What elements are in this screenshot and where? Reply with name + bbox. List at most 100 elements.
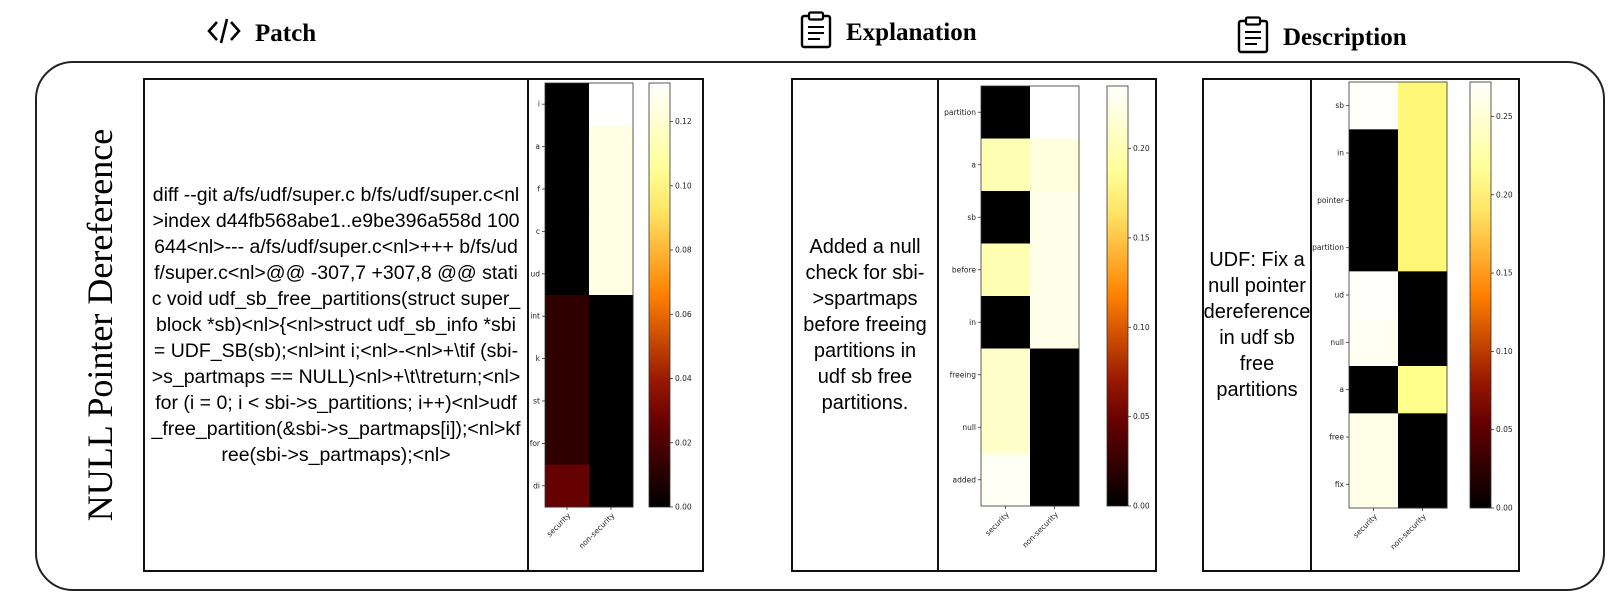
y-tick-label: added [953, 475, 977, 484]
heatmap-cell [1030, 348, 1080, 402]
y-tick-label: pointer [1317, 196, 1345, 205]
y-tick-label: sb [1335, 101, 1344, 110]
heatmap-cell [545, 252, 590, 296]
heatmap-cell [545, 83, 590, 126]
y-tick-label: di [533, 481, 540, 490]
colorbar-tick-label: 0.05 [1133, 412, 1150, 421]
heatmap-frame [980, 85, 1080, 507]
colorbar-tick-label: 0.08 [675, 246, 692, 255]
y-tick-label: ud [530, 269, 540, 278]
heatmap-cell [981, 348, 1031, 402]
heatmap-cell [545, 422, 590, 466]
heatmap-cell [981, 138, 1031, 192]
patch-heatmap-box: i a f c ud int k st for di security non-security 0.0… [527, 78, 704, 572]
row-label-container: NULL Pointer Dereference [55, 95, 145, 555]
heatmap-cell [1030, 296, 1080, 349]
colorbar-tick-label: 0.06 [675, 310, 692, 319]
description-text: UDF: Fix a null pointer dereference in u… [1203, 249, 1311, 401]
explanation-text-box: Added a null check for sbi->spartmaps be… [791, 78, 939, 572]
heatmap-cell [1349, 224, 1399, 272]
y-tick-label: fix [1335, 480, 1345, 489]
heatmap-cell [1398, 82, 1448, 130]
y-tick-label: free [1329, 433, 1344, 442]
y-tick-label: null [1330, 338, 1344, 347]
explanation-heatmap-box: partition a sb before in freeing null added secu… [937, 78, 1157, 572]
heatmap-cell [1030, 453, 1080, 507]
y-tick-label: int [530, 312, 540, 321]
heatmap-cell [589, 125, 634, 169]
colorbar [648, 82, 671, 508]
colorbar-tick-label: 0.05 [1496, 425, 1513, 434]
heatmap-cell [1349, 129, 1399, 178]
heatmap-cell [981, 191, 1031, 244]
y-tick-label: st [533, 397, 540, 406]
colorbar-tick-label: 0.20 [1496, 190, 1513, 199]
heatmap-cell [589, 83, 634, 126]
clipboard-icon [800, 11, 832, 54]
heatmap-cell [589, 167, 634, 211]
heatmap-cell [545, 295, 590, 338]
description-heatmap: sb in pointer partition ud null a free fix securi… [1312, 81, 1513, 551]
heatmap-frame [544, 82, 634, 508]
heatmap-cell [1349, 271, 1399, 320]
example-frame [35, 61, 1605, 591]
y-tick-label: a [971, 160, 976, 169]
colorbar-tick-label: 0.10 [675, 181, 692, 190]
heatmap-cell [1349, 460, 1399, 509]
colorbar-tick-label: 0.00 [675, 503, 692, 512]
heatmap-cell [981, 296, 1031, 349]
y-tick-label: freeing [950, 370, 977, 379]
colorbar [1469, 81, 1492, 509]
heatmap-cell [1398, 460, 1448, 509]
heatmap-cell [545, 125, 590, 169]
row-label: NULL Pointer Dereference [80, 128, 120, 522]
heatmap-cell [1398, 366, 1448, 414]
heatmap-cell [545, 167, 590, 211]
heatmap-cell [1349, 82, 1399, 130]
colorbar-tick-label: 0.25 [1496, 112, 1513, 121]
heatmap-cell [1349, 318, 1399, 367]
y-tick-label: sb [967, 213, 976, 222]
y-tick-label: c [536, 227, 540, 236]
y-tick-label: partition [944, 108, 976, 117]
description-title: Description [1283, 23, 1407, 51]
patch-text: diff --git a/fs/udf/super.c b/fs/udf/sup… [151, 184, 521, 466]
heatmap-cell [1030, 401, 1080, 454]
colorbar-tick-label: 0.15 [1133, 233, 1150, 242]
heatmap-cell [545, 464, 590, 508]
x-tick-label: security [983, 510, 1011, 538]
heatmap-cell [981, 453, 1031, 507]
x-tick-label: security [1351, 512, 1379, 540]
patch-header: Patch [207, 16, 316, 51]
x-tick-label: security [545, 511, 573, 539]
heatmap-cell [589, 337, 634, 381]
y-tick-label: a [1339, 385, 1344, 394]
colorbar-tick-label: 0.04 [675, 374, 692, 383]
heatmap-cell [981, 86, 1031, 139]
y-tick-label: null [962, 423, 976, 432]
colorbar-tick-label: 0.00 [1496, 504, 1513, 513]
heatmap-cell [1349, 176, 1399, 225]
heatmap-cell [1030, 191, 1080, 244]
x-tick-label: non-security [577, 511, 617, 551]
heatmap-cell [1398, 129, 1448, 178]
description-heatmap-box: sb in pointer partition ud null a free fix securi… [1310, 78, 1520, 572]
explanation-text: Added a null check for sbi->spartmaps be… [803, 236, 927, 414]
heatmap-cell [1398, 271, 1448, 320]
heatmap-cell [589, 422, 634, 466]
heatmap-cell [589, 252, 634, 296]
colorbar [1106, 85, 1129, 507]
heatmap-cell [1398, 176, 1448, 225]
heatmap-cell [981, 243, 1031, 297]
heatmap-cell [1030, 86, 1080, 139]
colorbar-tick-label: 0.10 [1496, 347, 1513, 356]
explanation-heatmap: partition a sb before in freeing null added secu… [944, 85, 1150, 549]
heatmap-cell [589, 210, 634, 254]
heatmap-cell [1349, 366, 1399, 414]
heatmap-cell [545, 379, 590, 423]
heatmap-cell [1349, 413, 1399, 462]
description-header: Description [1237, 16, 1407, 59]
colorbar-tick-label: 0.02 [675, 438, 692, 447]
colorbar-tick-label: 0.20 [1133, 144, 1150, 153]
colorbar-tick-label: 0.10 [1133, 323, 1150, 332]
